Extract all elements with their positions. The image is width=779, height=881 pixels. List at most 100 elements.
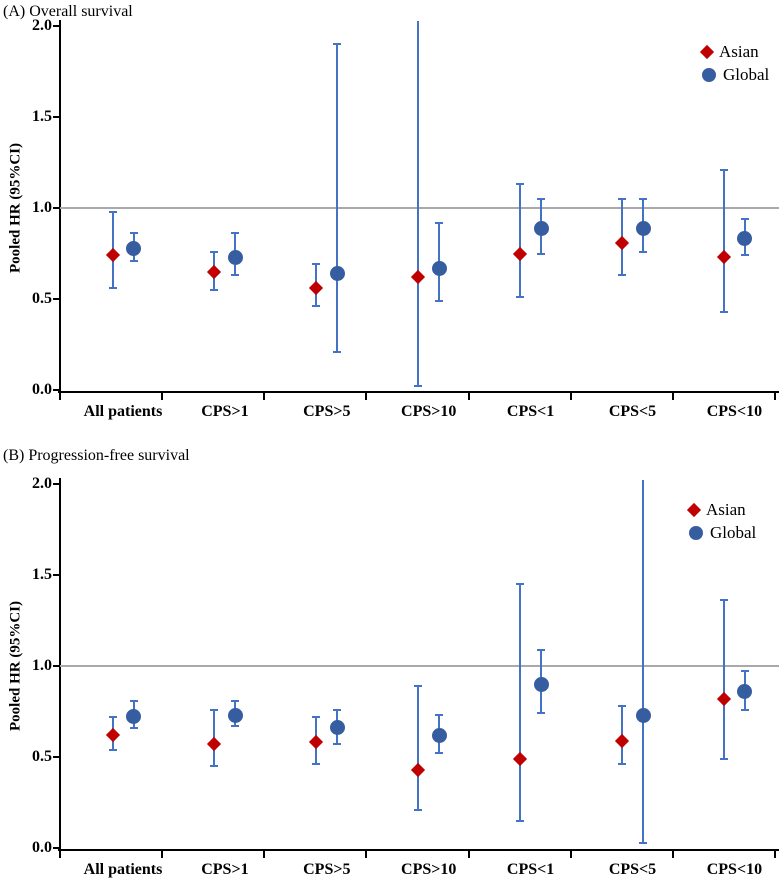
global-circle-marker [737, 683, 753, 699]
ci-lower-cap [435, 299, 444, 302]
asian-diamond-marker [207, 264, 222, 279]
ci-upper-cap [129, 699, 138, 702]
x-category-label: All patients [83, 403, 163, 420]
ci-lower-cap [537, 252, 546, 255]
global-circle-marker [737, 231, 753, 247]
asian-diamond-marker [105, 728, 120, 743]
asian-diamond-marker [105, 248, 120, 263]
x-axis-tick [467, 393, 470, 400]
ci-whisker [642, 480, 644, 843]
y-tick-label: 2.0 [32, 17, 52, 34]
asian-diamond-marker [411, 270, 426, 285]
ci-upper-cap [108, 210, 117, 213]
asian-diamond-marker [614, 733, 630, 748]
ci-whisker [722, 169, 725, 312]
ci-upper-cap [719, 168, 728, 171]
y-axis-tick [53, 298, 60, 300]
ci-lower-cap [618, 274, 626, 277]
ci-lower-cap [108, 287, 117, 290]
x-axis [58, 391, 779, 393]
global-circle-marker [126, 709, 141, 725]
ci-upper-cap [516, 183, 525, 186]
ci-lower-cap [414, 385, 423, 388]
ci-upper-cap [639, 197, 647, 200]
y-tick-label: 1.0 [32, 199, 52, 216]
asian-diamond-marker [513, 751, 528, 766]
global-circle-marker [227, 249, 243, 265]
x-axis-tick [161, 393, 164, 400]
x-axis-tick [365, 851, 368, 858]
x-axis-tick [774, 393, 776, 400]
ci-whisker [417, 686, 420, 810]
ci-lower-cap [210, 765, 219, 768]
x-category-label: CPS<1 [506, 403, 555, 420]
x-category-label: CPS<5 [608, 403, 657, 420]
global-circle-marker [635, 220, 651, 236]
x-axis-tick [161, 851, 164, 858]
y-axis-tick [53, 389, 60, 391]
ci-lower-cap [231, 274, 240, 277]
ci-whisker [519, 584, 522, 821]
legend-label: Global [723, 65, 770, 84]
ci-upper-cap [333, 43, 342, 46]
ci-lower-cap [740, 708, 749, 711]
asian-diamond-marker [716, 691, 731, 706]
x-axis-tick [365, 393, 368, 400]
x-category-label: CPS<5 [608, 861, 657, 878]
ci-lower-cap [414, 808, 423, 811]
reference-line-hr1 [60, 207, 779, 209]
ci-upper-cap [129, 232, 138, 235]
ci-lower-cap [312, 305, 321, 308]
ci-upper-cap [210, 708, 219, 711]
y-axis-tick [53, 25, 60, 27]
ci-upper-cap [719, 599, 728, 602]
ci-upper-cap [312, 715, 321, 718]
y-tick-label: 0.0 [32, 381, 52, 398]
y-axis-tick [53, 483, 60, 485]
x-category-label: CPS<1 [506, 861, 555, 878]
y-tick-label: 0.0 [32, 839, 52, 856]
asian-diamond-marker [309, 735, 324, 750]
x-category-label: CPS>10 [401, 861, 457, 878]
y-tick-label: 1.5 [32, 566, 52, 583]
asian-diamond-marker [207, 737, 222, 752]
x-category-label: CPS>10 [401, 403, 457, 420]
legend-asian-diamond-icon [686, 502, 702, 518]
asian-diamond-marker [411, 762, 426, 777]
legend: Asian Global [699, 42, 770, 85]
ci-lower-cap [516, 296, 525, 299]
legend-item-asian: Asian [686, 500, 756, 520]
x-axis-tick [59, 851, 61, 858]
ci-upper-cap [618, 197, 626, 200]
reference-line-hr1 [60, 665, 779, 667]
ci-upper-cap [414, 685, 423, 688]
y-axis-tick [53, 116, 60, 118]
ci-upper-cap [537, 197, 546, 200]
global-circle-marker [126, 240, 141, 256]
x-axis-tick [671, 851, 674, 858]
ci-lower-cap [639, 841, 647, 844]
x-axis-tick [263, 851, 266, 858]
ci-whisker [722, 600, 725, 759]
global-circle-marker [431, 727, 447, 743]
global-circle-marker [329, 266, 345, 282]
asian-diamond-marker [513, 246, 528, 261]
ci-lower-cap [537, 712, 546, 715]
ci-upper-cap [231, 232, 240, 235]
ci-upper-cap [231, 699, 240, 702]
ci-lower-cap [639, 250, 647, 253]
legend-label: Asian [719, 42, 759, 61]
y-axis-tick [53, 756, 60, 758]
ci-lower-cap [618, 763, 626, 766]
ci-whisker [336, 44, 339, 352]
y-axis-tick [53, 847, 60, 849]
ci-lower-cap [129, 259, 138, 262]
y-tick-label: 1.5 [32, 108, 52, 125]
legend-item-asian: Asian [699, 42, 769, 62]
x-category-label: All patients [83, 861, 163, 878]
legend-item-global: Global [689, 523, 756, 543]
legend: Asian Global [686, 500, 756, 543]
asian-diamond-marker [716, 250, 731, 265]
x-category-label: CPS<10 [706, 861, 763, 878]
ci-lower-cap [740, 254, 749, 257]
